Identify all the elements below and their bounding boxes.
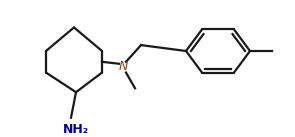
Text: NH₂: NH₂	[63, 123, 89, 136]
Text: N: N	[118, 60, 128, 73]
